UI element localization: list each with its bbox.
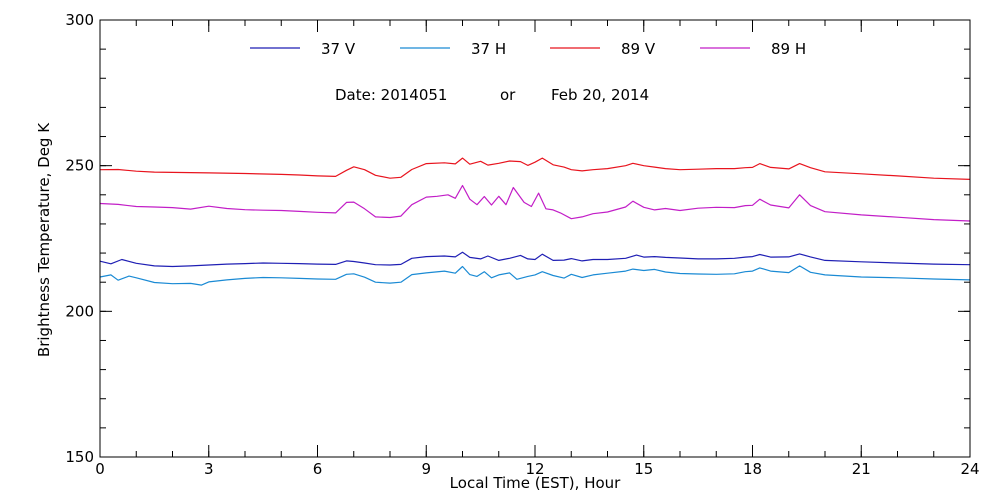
x-tick-label: 21 xyxy=(852,460,871,478)
x-tick-labels: 0 3 6 9 12 15 18 21 24 xyxy=(95,460,979,478)
y-axis-label: Brightness Temperature, Deg K xyxy=(35,122,53,357)
plot-frame xyxy=(99,19,971,458)
x-tick-label: 6 xyxy=(313,460,323,478)
y-tick-label: 250 xyxy=(65,157,94,175)
y-tick-labels: 150 200 250 300 xyxy=(65,11,94,466)
series-line xyxy=(99,157,971,180)
x-tick-label: 9 xyxy=(421,460,431,478)
legend-label: 37 V xyxy=(321,40,356,58)
x-tick-label: 15 xyxy=(634,460,653,478)
legend-label: 37 H xyxy=(471,40,506,58)
x-tick-label: 0 xyxy=(95,460,105,478)
y-tick-label: 150 xyxy=(65,448,94,466)
legend-label: 89 V xyxy=(621,40,656,58)
minor-ticks xyxy=(99,19,971,458)
series-line xyxy=(99,251,971,268)
legend: 37 V 37 H 89 V 89 H xyxy=(250,40,806,58)
y-tick-label: 200 xyxy=(65,302,94,320)
x-tick-label: 24 xyxy=(960,460,979,478)
y-tick-label: 300 xyxy=(65,11,94,29)
x-tick-label: 3 xyxy=(204,460,214,478)
date-text: Feb 20, 2014 xyxy=(551,86,649,104)
x-tick-label: 18 xyxy=(743,460,762,478)
legend-label: 89 H xyxy=(771,40,806,58)
date-label: Date: 2014051 xyxy=(335,86,447,104)
or-label: or xyxy=(500,86,516,104)
series-line xyxy=(99,265,971,286)
major-ticks xyxy=(99,19,971,458)
series-line xyxy=(99,184,971,222)
series-lines xyxy=(99,157,971,286)
x-axis-label: Local Time (EST), Hour xyxy=(450,474,621,492)
x-tick-label: 12 xyxy=(525,460,544,478)
